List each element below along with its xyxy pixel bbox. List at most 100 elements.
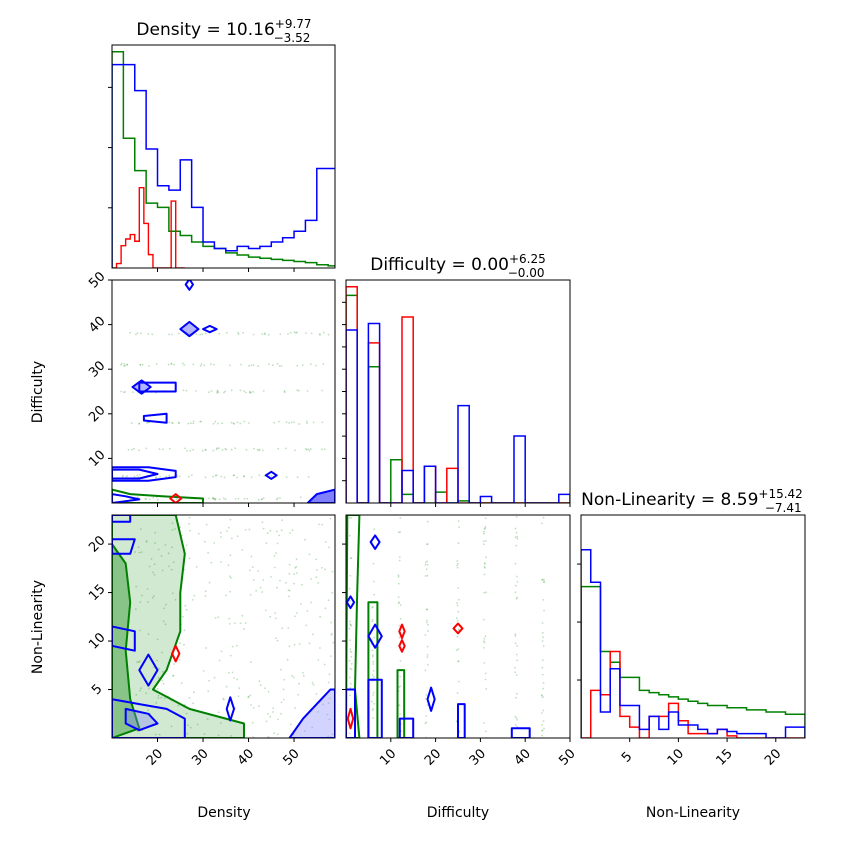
difficulty-nonlinearity-scatter-point bbox=[514, 671, 516, 674]
difficulty-nonlinearity-scatter-point bbox=[515, 692, 518, 695]
density-nonlinearity-scatter-point bbox=[297, 693, 300, 696]
x-tick-label: 15 bbox=[713, 746, 735, 768]
density-difficulty-scatter-point bbox=[214, 498, 217, 501]
difficulty-nonlinearity-scatter-point bbox=[514, 724, 517, 726]
difficulty-nonlinearity-scatter-point bbox=[514, 666, 516, 669]
difficulty-nonlinearity-scatter-point bbox=[542, 682, 545, 684]
density-nonlinearity-scatter-point bbox=[324, 541, 327, 543]
density-nonlinearity-scatter-point bbox=[220, 650, 223, 653]
difficulty-nonlinearity-scatter-point bbox=[456, 560, 459, 562]
difficulty-nonlinearity-scatter-point bbox=[457, 520, 460, 522]
density-difficulty-scatter-point bbox=[199, 364, 202, 367]
difficulty-nonlinearity-scatter-point bbox=[398, 601, 400, 604]
density-nonlinearity-scatter-point bbox=[228, 623, 231, 625]
difficulty-nonlinearity-scatter-point bbox=[515, 516, 518, 518]
difficulty-nonlinearity-scatter-point bbox=[542, 645, 545, 647]
density-nonlinearity-scatter-point bbox=[207, 552, 210, 554]
panel-frame-p21 bbox=[345, 514, 571, 739]
density-hist-blue bbox=[112, 63, 335, 268]
difficulty-nonlinearity-scatter-point bbox=[542, 516, 545, 519]
density-nonlinearity-scatter-point bbox=[327, 702, 330, 704]
density-difficulty-scatter-point bbox=[230, 389, 233, 392]
density-difficulty-scatter-point bbox=[221, 449, 224, 451]
density-difficulty-scatter-point bbox=[212, 497, 214, 500]
difficulty-nonlinearity-scatter-point bbox=[456, 692, 459, 694]
density-nonlinearity-scatter-point bbox=[286, 658, 289, 661]
difficulty-nonlinearity-scatter-point bbox=[373, 528, 376, 531]
density-nonlinearity-scatter-point bbox=[322, 703, 325, 706]
density-difficulty-scatter-point bbox=[232, 474, 235, 477]
difficulty-nonlinearity-scatter-point bbox=[399, 660, 402, 662]
density-nonlinearity-scatter-point bbox=[188, 522, 191, 525]
difficulty-nonlinearity-scatter-point bbox=[457, 628, 460, 631]
difficulty-nonlinearity-green-1 bbox=[346, 515, 361, 738]
density-nonlinearity-scatter-point bbox=[202, 670, 205, 672]
density-nonlinearity-scatter-point bbox=[156, 688, 159, 690]
difficulty-nonlinearity-scatter-point bbox=[543, 609, 545, 612]
y-tick-label: 15 bbox=[86, 582, 108, 604]
density-difficulty-contour-1 bbox=[112, 466, 177, 482]
difficulty-nonlinearity-scatter-point bbox=[425, 621, 428, 624]
density-difficulty-scatter-point bbox=[247, 422, 250, 424]
difficulty-nonlinearity-scatter-point bbox=[397, 602, 400, 604]
density-nonlinearity-scatter-point bbox=[265, 720, 268, 723]
density-difficulty-scatter-point bbox=[178, 421, 180, 424]
density-difficulty-scatter-point bbox=[249, 391, 252, 394]
density-nonlinearity-scatter-point bbox=[229, 518, 232, 521]
density-difficulty-scatter-point bbox=[170, 362, 173, 365]
difficulty-nonlinearity-scatter-point bbox=[350, 651, 353, 654]
difficulty-nonlinearity-scatter-point bbox=[372, 663, 374, 665]
density-difficulty-scatter-point bbox=[136, 332, 139, 335]
density-nonlinearity-scatter-point bbox=[188, 696, 191, 699]
density-difficulty-contour-green bbox=[112, 488, 204, 503]
density-difficulty-scatter-point bbox=[250, 364, 253, 367]
difficulty-nonlinearity-scatter-point bbox=[484, 526, 487, 528]
difficulty-nonlinearity-scatter-point bbox=[426, 574, 429, 577]
difficulty-nonlinearity-scatter-point bbox=[483, 640, 485, 643]
difficulty-hist-blue bbox=[346, 322, 570, 503]
density-nonlinearity-scatter-point bbox=[294, 566, 297, 569]
difficulty-nonlinearity-scatter-point bbox=[371, 709, 374, 712]
difficulty-nonlinearity-scatter-point bbox=[541, 712, 543, 714]
difficulty-nonlinearity-scatter-point bbox=[399, 713, 401, 715]
difficulty-nonlinearity-scatter-point bbox=[424, 698, 427, 700]
density-difficulty-scatter-point bbox=[204, 332, 207, 335]
difficulty-nonlinearity-scatter-point bbox=[483, 662, 486, 664]
density-nonlinearity-contour-inner bbox=[112, 543, 141, 738]
difficulty-nonlinearity-scatter-point bbox=[424, 564, 427, 566]
density-difficulty-scatter-point bbox=[243, 390, 245, 392]
density-difficulty-scatter-point bbox=[187, 422, 190, 425]
density-nonlinearity-scatter-point bbox=[138, 551, 141, 554]
density-nonlinearity-scatter-point bbox=[331, 632, 333, 635]
density-nonlinearity-scatter-point bbox=[157, 667, 160, 670]
density-difficulty-scatter-point bbox=[257, 498, 260, 501]
density-difficulty-scatter-point bbox=[136, 496, 139, 499]
density-nonlinearity-scatter-point bbox=[172, 675, 174, 677]
density-difficulty-scatter-point bbox=[212, 422, 215, 425]
difficulty-nonlinearity-scatter-point bbox=[484, 678, 487, 681]
density-nonlinearity-scatter-point bbox=[288, 563, 291, 566]
panel-title-plus: +15.42 bbox=[758, 487, 802, 501]
density-difficulty-scatter-point bbox=[293, 331, 296, 334]
difficulty-nonlinearity-scatter-point bbox=[542, 709, 545, 712]
density-difficulty-scatter-point bbox=[126, 475, 129, 477]
density-nonlinearity-scatter-point bbox=[230, 735, 233, 737]
density-difficulty-scatter-point bbox=[213, 498, 216, 501]
density-difficulty-scatter-point bbox=[234, 447, 237, 450]
density-difficulty-scatter-point bbox=[215, 448, 218, 451]
difficulty-nonlinearity-blue-4 bbox=[367, 678, 383, 738]
density-nonlinearity-scatter-point bbox=[237, 695, 240, 698]
difficulty-nonlinearity-green-3 bbox=[396, 669, 406, 738]
density-difficulty-scatter-point bbox=[139, 363, 142, 366]
density-difficulty-scatter-point bbox=[305, 420, 308, 423]
density-nonlinearity-scatter-point bbox=[323, 663, 326, 666]
difficulty-nonlinearity-scatter-point bbox=[425, 721, 428, 724]
density-difficulty-scatter-point bbox=[208, 497, 210, 500]
density-nonlinearity-scatter-point bbox=[162, 620, 165, 623]
difficulty-nonlinearity-scatter-point bbox=[427, 663, 429, 666]
density-nonlinearity-scatter-point bbox=[315, 558, 318, 561]
density-nonlinearity-scatter-point bbox=[156, 638, 159, 641]
density-nonlinearity-scatter-point bbox=[276, 639, 279, 642]
density-difficulty-scatter-point bbox=[233, 423, 236, 425]
density-hist-red bbox=[112, 187, 185, 268]
